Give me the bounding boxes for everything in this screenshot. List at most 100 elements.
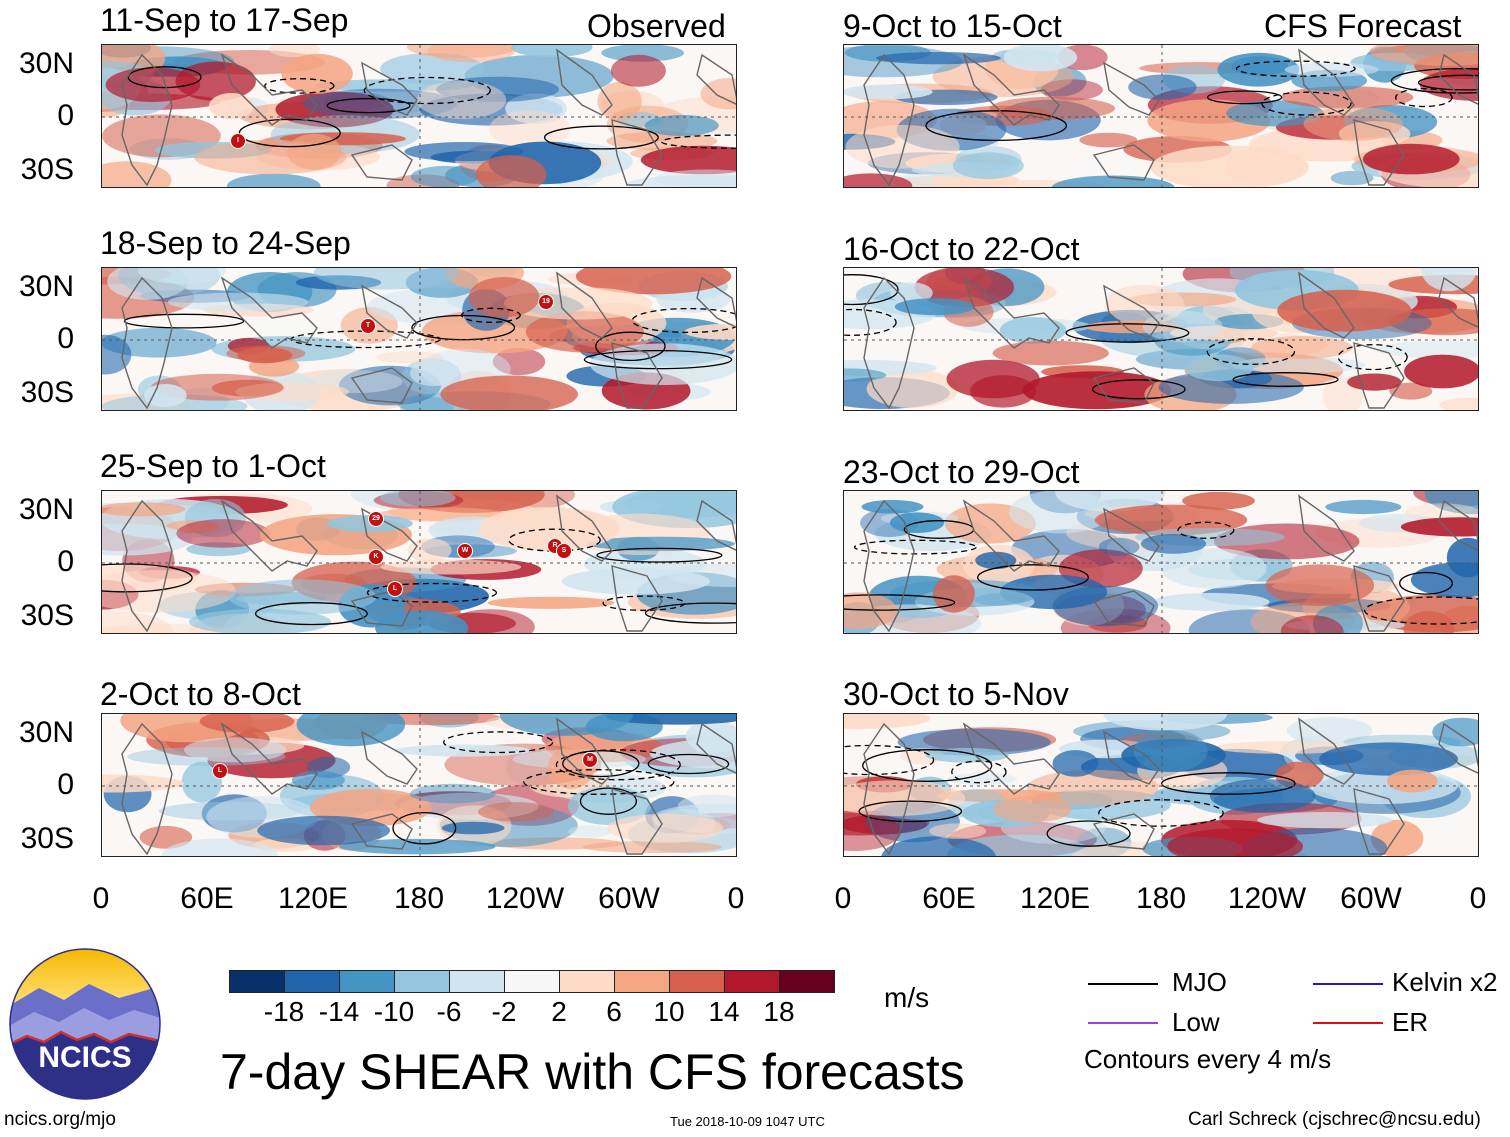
mjo-contour (411, 314, 516, 341)
coastline (1353, 119, 1405, 186)
y-label-eq: 0 (57, 322, 74, 355)
colorbar-swatch (394, 970, 450, 993)
shear-anomaly-blob (1022, 371, 1172, 410)
map-panel-fc-4 (843, 713, 1479, 857)
tropical-cyclone-marker: L (387, 581, 403, 597)
coastline (1092, 813, 1155, 850)
coastline (696, 276, 736, 328)
shear-anomaly-blob (925, 747, 1009, 763)
coastline (220, 722, 318, 795)
shear-anomaly-blob (947, 773, 1018, 785)
shear-anomaly-blob (440, 375, 578, 410)
x-label: 180 (393, 882, 445, 915)
shear-anomaly-blob (237, 347, 293, 364)
colorbar-swatch (229, 970, 285, 993)
shear-anomaly-blob (1040, 79, 1103, 101)
mjo-contour (596, 547, 723, 563)
shear-anomaly-blob (844, 173, 913, 187)
shear-anomaly-blob (468, 277, 540, 318)
mjo-contour (1363, 596, 1478, 625)
y-label-30n: 30N (18, 47, 74, 80)
x-label: 120W (1227, 882, 1307, 915)
shear-anomaly-blob (1280, 86, 1414, 109)
shear-anomaly-blob (844, 812, 902, 851)
shear-anomaly-blob (644, 114, 719, 137)
colorbar-swatch (669, 970, 725, 993)
shear-anomaly-blob (176, 519, 270, 548)
shear-anomaly-blob (1369, 45, 1478, 66)
shear-anomaly-blob (992, 340, 1109, 366)
colorbar-tick-label: -14 (318, 996, 360, 1027)
shear-anomaly-blob (1251, 336, 1353, 359)
shear-anomaly-blob (188, 608, 332, 633)
footer-credit: Carl Schreck (cjschrec@ncsu.edu) (1188, 1109, 1481, 1130)
shear-anomaly-blob (510, 45, 593, 58)
panel-title-fc-2: 16-Oct to 22-Oct (843, 231, 1080, 267)
shear-anomaly-blob (844, 368, 887, 382)
coastline (1438, 722, 1478, 774)
coastline (696, 499, 736, 551)
shear-anomaly-blob (607, 813, 724, 843)
shear-anomaly-blob (626, 175, 736, 187)
shear-anomaly-blob (525, 311, 644, 353)
coastline (1298, 494, 1355, 562)
shear-anomaly-blob (1052, 585, 1159, 627)
shear-map (844, 714, 1478, 856)
shear-anomaly-blob (1008, 491, 1112, 534)
colorbar-tick-label: 2 (551, 996, 567, 1027)
tropical-cyclone-marker: W (457, 543, 473, 559)
legend-mjo-label: MJO (1172, 967, 1227, 997)
shear-anomaly-blob (492, 348, 546, 376)
shear-anomaly-blob (1158, 370, 1304, 404)
shear-anomaly-blob (1104, 284, 1185, 325)
shear-anomaly-blob (1133, 729, 1208, 773)
map-panel-obs-3: 29 K W L R S (101, 490, 737, 634)
coastline (1298, 271, 1355, 339)
colorbar-tick-label: -2 (491, 996, 517, 1027)
colorbar-swatch (559, 970, 615, 993)
shear-map (844, 45, 1478, 187)
shear-anomaly-blob (640, 145, 736, 175)
shear-map (844, 268, 1478, 410)
colorbar-tick-label: 14 (708, 996, 740, 1027)
panel-title-fc-1: 9-Oct to 15-Oct (843, 8, 1062, 44)
shear-anomaly-blob (1277, 289, 1412, 332)
coastline (611, 565, 663, 632)
coastline (863, 499, 915, 633)
tropical-cyclone-marker: I (230, 133, 246, 149)
shear-anomaly-blob (1284, 62, 1379, 77)
coastline (121, 53, 173, 187)
shear-anomaly-blob (993, 796, 1072, 823)
legend-kelvin-label: Kelvin x2 (1392, 967, 1498, 997)
mjo-contour (1046, 820, 1131, 847)
shear-anomaly-blob (102, 161, 172, 187)
shear-anomaly-blob (876, 52, 1001, 65)
tropical-cyclone-marker: K (368, 549, 384, 565)
shear-anomaly-blob (1403, 611, 1455, 633)
shear-anomaly-blob (1153, 592, 1270, 611)
footer-url[interactable]: ncics.org/mjo (4, 1109, 116, 1130)
shear-anomaly-blob (1184, 354, 1254, 382)
panel-title-obs-4: 2-Oct to 8-Oct (100, 676, 301, 712)
coastline (611, 342, 663, 409)
mjo-contour (1098, 799, 1224, 827)
coastline (1103, 61, 1160, 116)
shear-anomaly-blob (1362, 143, 1460, 175)
shear-anomaly-blob (161, 838, 278, 856)
mjo-contour (644, 602, 736, 624)
shear-anomaly-blob (434, 521, 484, 536)
shear-anomaly-blob (845, 125, 960, 169)
x-label: 60W (1340, 882, 1402, 915)
colorbar-tick-label: -6 (436, 996, 462, 1027)
shear-anomaly-blob (1389, 382, 1433, 400)
shear-anomaly-blob (137, 268, 226, 284)
mjo-contour (543, 125, 659, 150)
coastline (350, 144, 413, 181)
x-label: 60E (922, 882, 976, 915)
x-label: 180 (1135, 882, 1187, 915)
panel-title-fc-4: 30-Oct to 5-Nov (843, 676, 1069, 712)
shear-anomaly-blob (575, 268, 732, 295)
coastline (1103, 730, 1160, 785)
shear-anomaly-blob (406, 45, 517, 58)
